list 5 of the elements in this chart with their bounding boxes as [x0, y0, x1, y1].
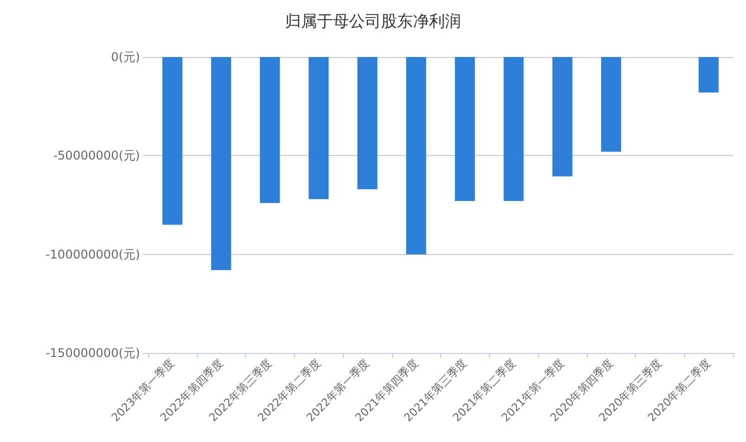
y-tick-label: 0(元) [111, 50, 140, 64]
y-tick-label: -100000000(元) [46, 247, 140, 262]
chart-title: 归属于母公司股东净利润 [285, 12, 461, 30]
y-tick-label: -150000000(元) [46, 346, 140, 360]
y-tick-label: -50000000(元) [53, 148, 140, 163]
